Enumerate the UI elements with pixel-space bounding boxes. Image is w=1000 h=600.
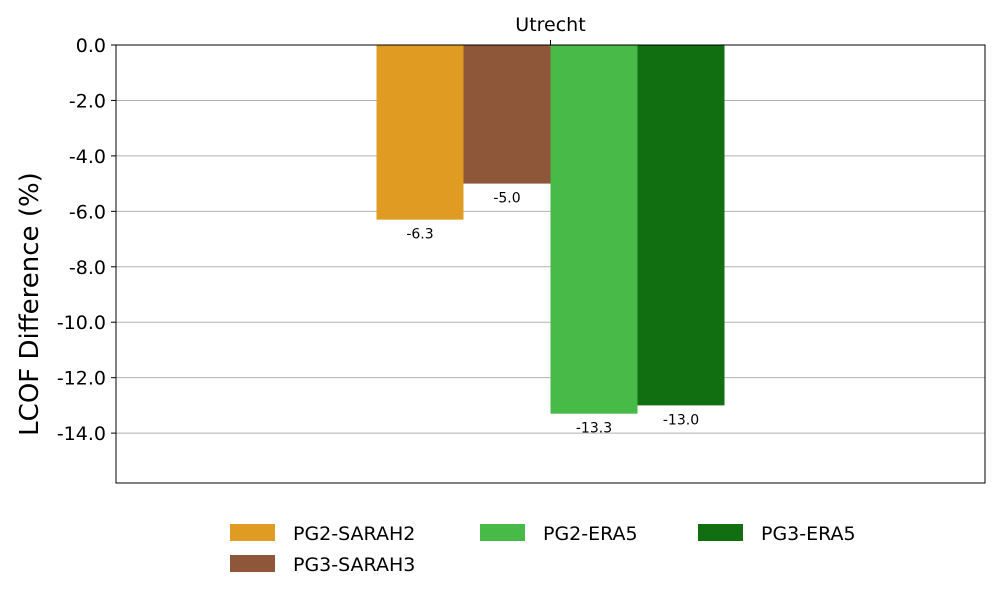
legend-label: PG3-SARAH3 [293, 554, 415, 576]
bar-pg3-era5 [637, 45, 725, 406]
bar-pg2-era5 [550, 45, 638, 414]
x-axis-categories: Utrecht [515, 14, 586, 45]
legend-swatch [480, 524, 525, 541]
bars [376, 45, 725, 414]
legend-label: PG2-ERA5 [543, 523, 638, 545]
legend-swatch [230, 555, 275, 572]
y-axis-ticks: 0.0 -2.0 -4.0 -6.0 -8.0 -10.0 -12.0 -14.0 [57, 35, 116, 445]
data-label: -5.0 [493, 191, 520, 207]
y-tick-label: -8.0 [69, 257, 106, 279]
y-tick-label: -12.0 [57, 368, 106, 390]
y-tick-label: -6.0 [69, 201, 106, 223]
legend-label: PG3-ERA5 [761, 523, 856, 545]
data-label: -6.3 [406, 227, 433, 243]
y-tick-label: -4.0 [69, 146, 106, 168]
data-labels: -6.3 -5.0 -13.3 -13.0 [406, 191, 699, 437]
data-label: -13.0 [663, 412, 699, 428]
legend-swatch [698, 524, 743, 541]
data-label: -13.3 [576, 421, 612, 437]
legend: PG2-SARAH2 PG3-SARAH3 PG2-ERA5 PG3-ERA5 [230, 523, 856, 576]
legend-swatch [230, 524, 275, 541]
y-tick-label: -2.0 [69, 90, 106, 112]
category-label: Utrecht [515, 14, 585, 36]
y-tick-label: -10.0 [57, 312, 106, 334]
legend-label: PG2-SARAH2 [293, 523, 415, 545]
bar-pg2-sarah2 [376, 45, 464, 220]
y-tick-label: -14.0 [57, 423, 106, 445]
y-tick-label: 0.0 [76, 35, 106, 57]
bar-pg3-sarah3 [463, 45, 551, 184]
y-axis-label: LCOF Difference (%) [15, 172, 45, 436]
